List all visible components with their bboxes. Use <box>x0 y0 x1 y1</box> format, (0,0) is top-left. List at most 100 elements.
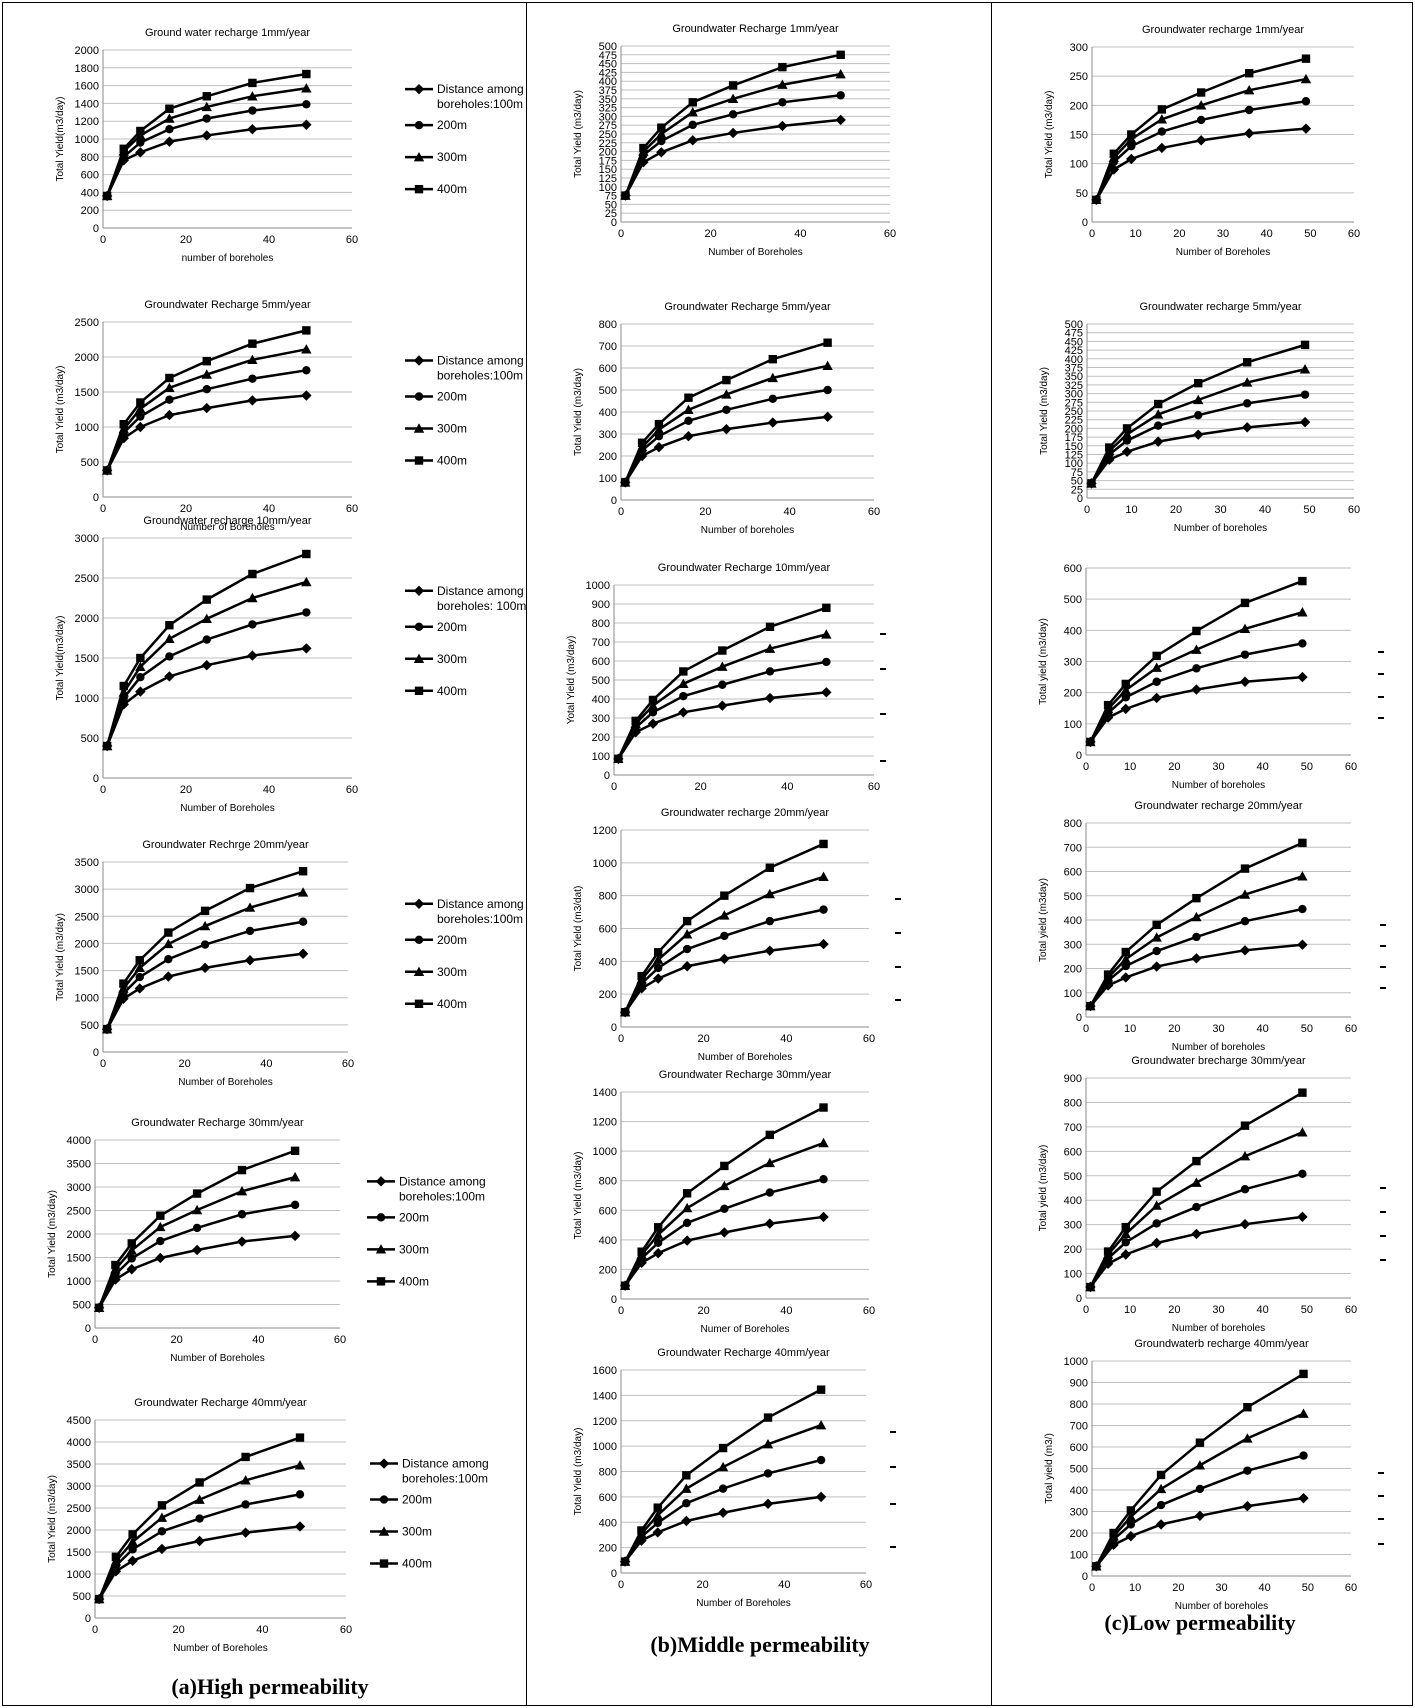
chart-6-series-1-point-4 <box>157 1544 167 1554</box>
chart-18-xtick-label-2: 20 <box>1172 1582 1184 1594</box>
chart-17-xtick-label-2: 20 <box>1168 1304 1180 1316</box>
chart-11-series-4-point-4 <box>683 1189 691 1197</box>
chart-6-ytick-label-4: 2000 <box>67 1525 91 1537</box>
chart-5-ytick-label-5: 2500 <box>67 1206 91 1218</box>
chart-11-series-1-point-7 <box>818 1212 828 1222</box>
chart-14-series-1-point-7 <box>1300 417 1310 427</box>
chart-12-series-3-point-4 <box>681 1483 691 1492</box>
chart-4-series-2-point-7 <box>299 918 307 926</box>
chart-11-ytick-label-2: 400 <box>599 1235 617 1247</box>
chart-8-ytick-label-5: 500 <box>599 385 617 397</box>
chart-1-xtick-label-1: 20 <box>180 234 192 246</box>
chart-12-series-4-line <box>625 1390 821 1562</box>
chart-18-series-4-point-2 <box>1109 1529 1117 1537</box>
chart-1-ytick-label-1: 200 <box>81 205 99 217</box>
chart-16-series-4-point-4 <box>1152 921 1160 929</box>
chart-13-ytick-label-0: 0 <box>1082 217 1088 229</box>
chart-10-ytick-label-2: 400 <box>599 956 617 968</box>
chart-7-series-2-point-4 <box>689 121 697 129</box>
chart-12-series-4-point-3 <box>654 1503 662 1511</box>
chart-6-series-3-point-7 <box>295 1460 305 1469</box>
chart-16-series-4-point-7 <box>1298 839 1306 847</box>
chart-17-ytick-label-6: 600 <box>1064 1146 1082 1158</box>
chart-5-legend-marker-1 <box>376 1176 386 1186</box>
chart-13-series-4-point-1 <box>1092 196 1100 204</box>
chart-16-series-1-point-5 <box>1191 953 1201 963</box>
chart-15-ytick-label-4: 400 <box>1064 625 1082 637</box>
chart-10-series-1-point-3 <box>653 973 663 983</box>
chart-18-series-4-point-4 <box>1157 1471 1165 1479</box>
chart-5-series-2-point-6 <box>238 1210 246 1218</box>
chart-3-series-3-point-4 <box>164 634 174 643</box>
chart-8-ylabel: Total Yield (m3/day) <box>573 368 584 456</box>
chart-2-series-4-point-1 <box>103 466 111 474</box>
chart-18-series-4-point-3 <box>1127 1506 1135 1514</box>
chart-16-series-4-point-1 <box>1086 1002 1094 1010</box>
chart-11-ytick-label-0: 0 <box>611 1294 617 1306</box>
chart-8-ytick-label-8: 800 <box>599 319 617 331</box>
chart-2-title: Groundwater Recharge 5mm/year <box>144 299 311 311</box>
chart-2-series-4-point-6 <box>248 340 256 348</box>
chart-8-series-4-point-2 <box>638 439 646 447</box>
chart-10-series-4-point-2 <box>637 972 645 980</box>
chart-4-series-4-point-7 <box>299 867 307 875</box>
chart-17-series-2-point-7 <box>1298 1170 1306 1178</box>
chart-16-xtick-label-4: 40 <box>1257 1023 1269 1035</box>
chart-16-ytick-label-6: 600 <box>1064 867 1082 879</box>
chart-9-ytick-label-7: 700 <box>592 637 610 649</box>
chart-9-ytick-label-3: 300 <box>592 713 610 725</box>
chart-14-series-4-point-3 <box>1123 424 1131 432</box>
chart-4-ylabel: Total Yield (m3/day) <box>55 913 66 1001</box>
chart-2-xtick-label-0: 0 <box>100 503 106 515</box>
chart-1-series-4-point-3 <box>136 127 144 135</box>
chart-15-ytick-label-5: 500 <box>1064 594 1082 606</box>
chart-5-series-4-point-7 <box>291 1147 299 1155</box>
chart-11-ytick-label-4: 800 <box>599 1176 617 1188</box>
chart-14-xtick-label-6: 60 <box>1348 504 1360 516</box>
chart-10-series-4-point-3 <box>654 948 662 956</box>
chart-17-ytick-label-4: 400 <box>1064 1195 1082 1207</box>
chart-11-series-4-point-5 <box>720 1162 728 1170</box>
chart-10-ytick-label-3: 600 <box>599 924 617 936</box>
chart-13-series-4-point-6 <box>1245 69 1253 77</box>
chart-12-series-1-point-4 <box>681 1516 691 1526</box>
chart-16-series-3-point-7 <box>1297 871 1307 880</box>
chart-9-xtick-label-1: 20 <box>695 781 707 793</box>
chart-3-ytick-label-1: 500 <box>81 733 99 745</box>
chart-5-series-1-point-6 <box>237 1236 247 1246</box>
chart-6-ytick-label-7: 3500 <box>67 1459 91 1471</box>
chart-13-ylabel: Total Yield (m3/day) <box>1044 91 1055 179</box>
chart-9-ytick-label-9: 900 <box>592 599 610 611</box>
chart-9-series-1-point-4 <box>678 707 688 717</box>
chart-1-series-2-point-4 <box>165 125 173 133</box>
chart-16-series-2-point-7 <box>1298 905 1306 913</box>
chart-15-xtick-label-2: 20 <box>1168 761 1180 773</box>
chart-6-series-4-point-6 <box>241 1453 249 1461</box>
chart-7-series-2-point-6 <box>778 98 786 106</box>
chart-8-xtick-label-0: 0 <box>618 506 624 518</box>
chart-17-series-2-point-3 <box>1122 1238 1130 1246</box>
chart-9-series-3-point-7 <box>821 629 831 638</box>
chart-11-series-4-point-3 <box>654 1223 662 1231</box>
chart-12-series-4-point-6 <box>764 1413 772 1421</box>
chart-9-series-1-point-5 <box>717 700 727 710</box>
chart-1-xtick-label-0: 0 <box>100 234 106 246</box>
chart-12-series-4-point-4 <box>682 1471 690 1479</box>
chart-3-series-4-point-5 <box>203 595 211 603</box>
chart-2-series-4-point-7 <box>302 326 310 334</box>
chart-10-series-4-point-6 <box>766 864 774 872</box>
chart-10-series-4-point-1 <box>621 1008 629 1016</box>
chart-9-series-4-point-3 <box>649 696 657 704</box>
chart-16-ylabel: Total yield (m3day) <box>1038 878 1049 962</box>
chart-10-series-4-point-5 <box>720 891 728 899</box>
chart-4-xtick-label-2: 40 <box>260 1058 272 1070</box>
chart-8-xtick-label-3: 60 <box>868 506 880 518</box>
chart-6-series-4-point-3 <box>128 1530 136 1538</box>
chart-9-series-2-point-6 <box>766 667 774 675</box>
chart-6-legend-label-4: 400m <box>402 1557 432 1571</box>
chart-3-xtick-label-1: 20 <box>180 784 192 796</box>
chart-13-series-4-point-3 <box>1127 130 1135 138</box>
chart-15-ytick-label-3: 300 <box>1064 657 1082 669</box>
chart-1-series-4-point-4 <box>165 105 173 113</box>
chart-8-series-4-point-5 <box>722 376 730 384</box>
